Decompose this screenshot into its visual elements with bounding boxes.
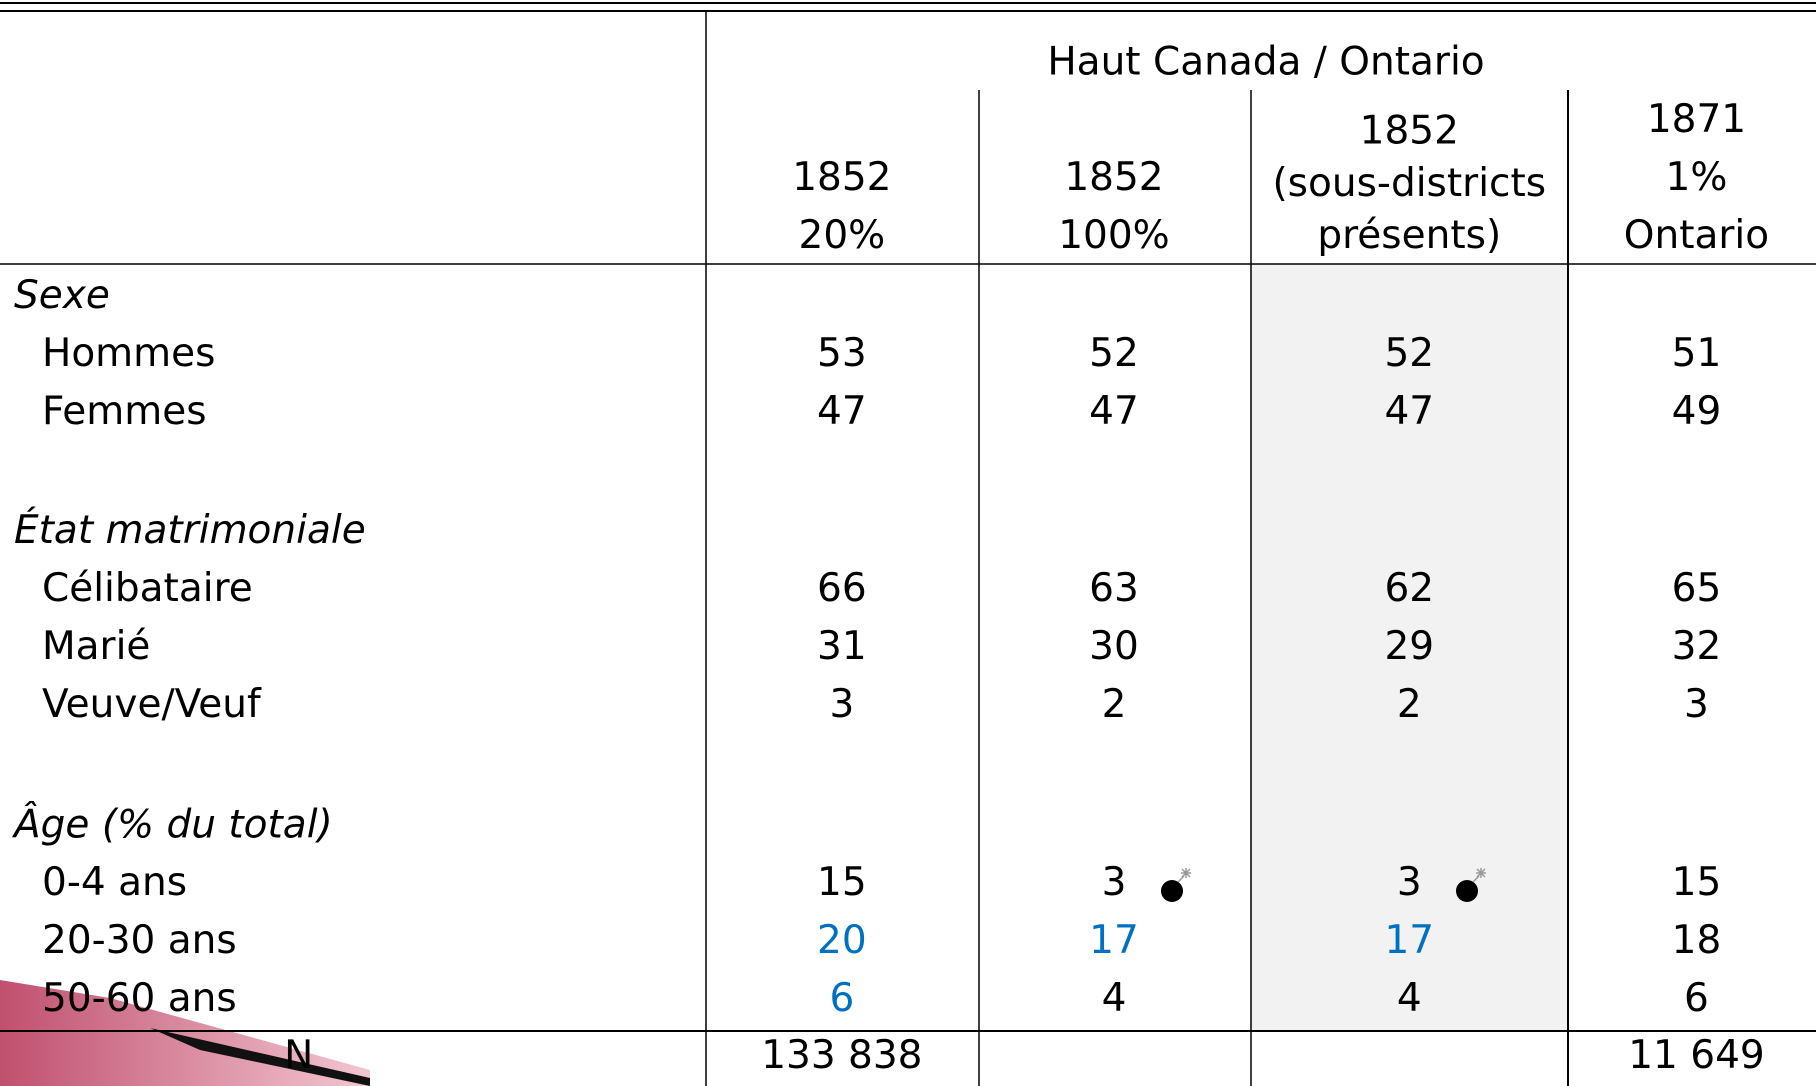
cell-value: 17 (1089, 918, 1139, 963)
row-label: 20-30 ans (42, 918, 237, 963)
total-value: 133 838 (761, 1033, 922, 1078)
cell-value: 3 (1684, 682, 1709, 727)
total-value: 11 649 (1628, 1033, 1764, 1078)
cell-value: 15 (1672, 860, 1722, 905)
shaded-column (1251, 264, 1568, 1031)
column-header: Ontario (1624, 213, 1769, 258)
cell-value: 15 (817, 860, 867, 905)
cell-value: 2 (1102, 682, 1127, 727)
row-label: Femmes (42, 389, 207, 434)
cell-value: 47 (1089, 389, 1139, 434)
column-header: 100% (1058, 213, 1170, 258)
column-header: 20% (799, 213, 886, 258)
section-title: Âge (% du total) (11, 800, 333, 847)
column-header: présents) (1317, 213, 1501, 258)
cell-value: 4 (1397, 976, 1422, 1021)
cell-value: 53 (817, 331, 867, 376)
cell-value: 31 (817, 624, 867, 669)
row-label: Célibataire (42, 566, 253, 611)
arrow-decoration-edge (150, 1028, 370, 1086)
cell-value: 52 (1089, 331, 1139, 376)
cell-value: 29 (1384, 624, 1434, 669)
cell-value: 51 (1672, 331, 1722, 376)
cell-value: 6 (1684, 976, 1709, 1021)
row-label: Hommes (42, 331, 215, 376)
section-title: État matrimoniale (14, 506, 366, 553)
cell-value: 30 (1089, 624, 1139, 669)
section-title: Sexe (14, 273, 110, 318)
total-label: N (284, 1033, 313, 1078)
row-label: Veuve/Veuf (42, 682, 262, 727)
column-header: 1852 (792, 155, 891, 200)
column-header: 1871 (1647, 97, 1746, 142)
cell-value: 32 (1672, 624, 1722, 669)
cell-value: 20 (817, 918, 867, 963)
cell-value: 17 (1384, 918, 1434, 963)
cell-value: 3 (829, 682, 854, 727)
group-header: Haut Canada / Ontario (1047, 40, 1484, 85)
cell-value: 62 (1384, 566, 1434, 611)
row-label: 50-60 ans (42, 976, 237, 1021)
cell-value: 6 (829, 976, 854, 1021)
cell-value: 3 (1397, 860, 1422, 905)
column-header: 1852 (1064, 155, 1163, 200)
cell-value: 47 (817, 389, 867, 434)
row-label: Marié (42, 624, 150, 669)
cell-value: 66 (817, 566, 867, 611)
cell-value: 49 (1672, 389, 1722, 434)
cell-value: 18 (1672, 918, 1722, 963)
column-header: 1% (1666, 155, 1728, 200)
bomb-icon (1456, 868, 1486, 902)
cell-value: 63 (1089, 566, 1139, 611)
cell-value: 65 (1672, 566, 1722, 611)
row-label: 0-4 ans (42, 860, 187, 905)
cell-value: 4 (1102, 976, 1127, 1021)
column-header: 1852 (1360, 109, 1459, 154)
bomb-icon (1161, 868, 1191, 902)
cell-value: 47 (1384, 389, 1434, 434)
column-header: (sous-districts (1272, 161, 1546, 206)
cell-value: 2 (1397, 682, 1422, 727)
cell-value: 52 (1384, 331, 1434, 376)
cell-value: 3 (1102, 860, 1127, 905)
